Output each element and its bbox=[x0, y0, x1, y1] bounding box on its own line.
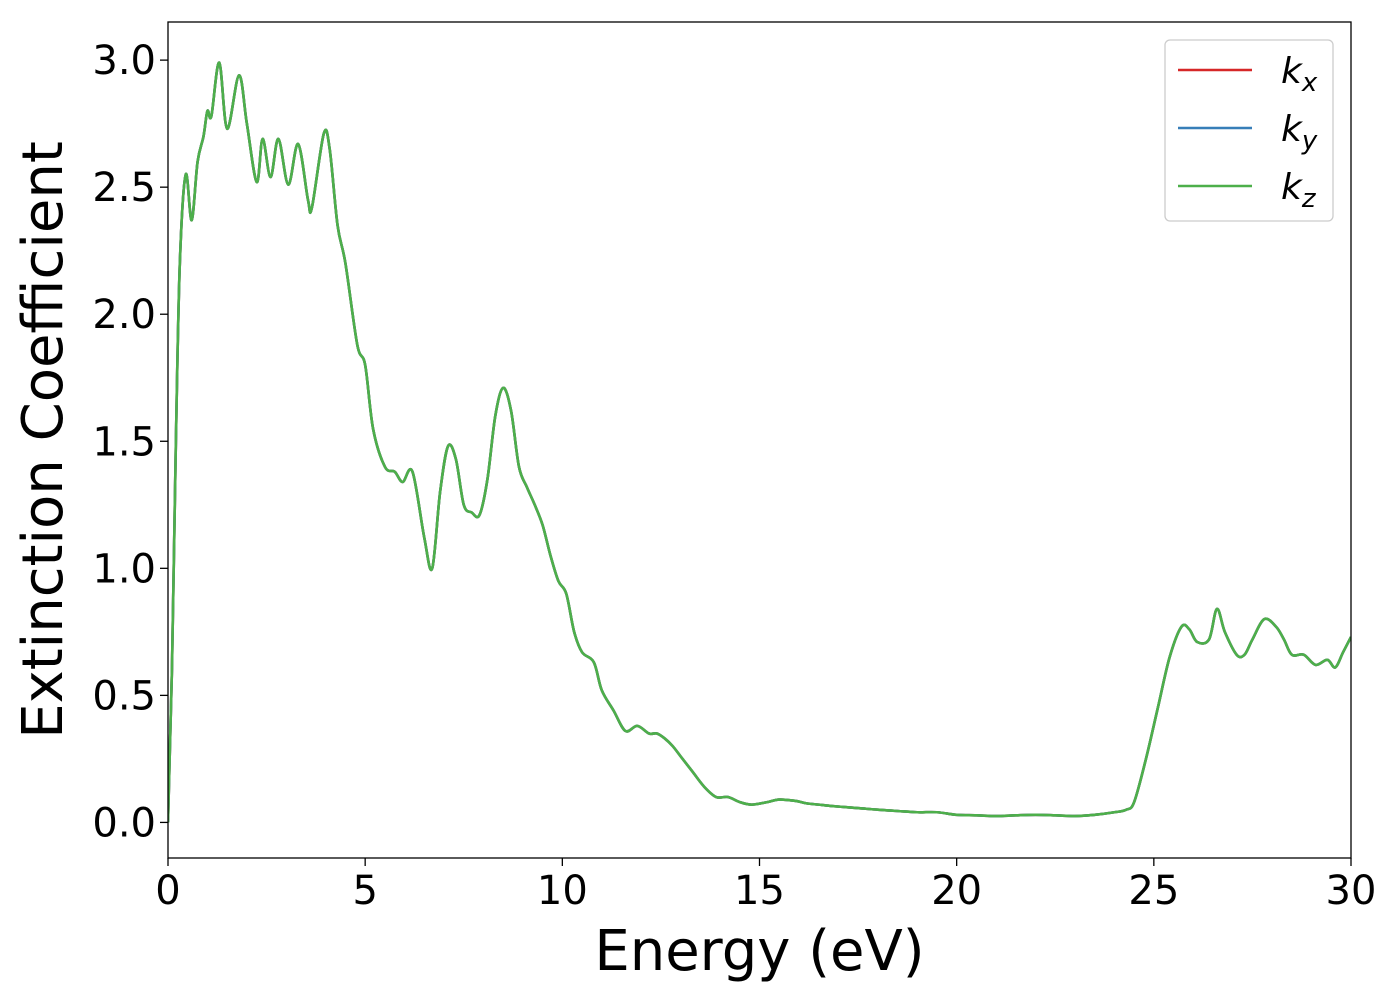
x-tick-label: 20 bbox=[931, 868, 982, 914]
y-tick-label: 3.0 bbox=[92, 38, 156, 84]
legend-label-main: k bbox=[1281, 51, 1304, 92]
legend-label-main: k bbox=[1281, 167, 1304, 208]
y-tick-label: 2.0 bbox=[92, 292, 156, 338]
y-tick-label: 1.5 bbox=[92, 419, 156, 465]
x-tick-label: 0 bbox=[155, 868, 180, 914]
legend-label-y: ky bbox=[1281, 109, 1318, 156]
y-tick-label: 0.0 bbox=[92, 800, 156, 846]
x-axis-label: Energy (eV) bbox=[594, 919, 924, 984]
legend-frame bbox=[1164, 39, 1334, 222]
y-tick-label: 2.5 bbox=[92, 165, 156, 211]
legend-label-sub: z bbox=[1301, 184, 1317, 214]
x-tick-label: 30 bbox=[1326, 868, 1377, 914]
legend-label-z: kz bbox=[1281, 167, 1317, 214]
y-axis-label: Extinction Coefficient bbox=[11, 141, 76, 739]
legend-label-x: kx bbox=[1281, 51, 1318, 98]
x-tick-label: 10 bbox=[537, 868, 588, 914]
series-line-z bbox=[168, 61, 1351, 823]
x-axis-ticks: 0 5 10 15 20 25 30 bbox=[155, 858, 1376, 914]
y-tick-label: 1.0 bbox=[92, 546, 156, 592]
legend-label-main: k bbox=[1281, 109, 1304, 150]
x-tick-label: 15 bbox=[734, 868, 785, 914]
x-tick-label: 5 bbox=[352, 868, 377, 914]
y-tick-label: 0.5 bbox=[92, 673, 156, 719]
series-layer bbox=[168, 61, 1351, 823]
y-axis-ticks: 0.0 0.5 1.0 1.5 2.0 2.5 3.0 bbox=[92, 38, 168, 846]
x-tick-label: 25 bbox=[1128, 868, 1179, 914]
legend-label-sub: y bbox=[1301, 126, 1318, 156]
legend-label-sub: x bbox=[1301, 68, 1318, 98]
